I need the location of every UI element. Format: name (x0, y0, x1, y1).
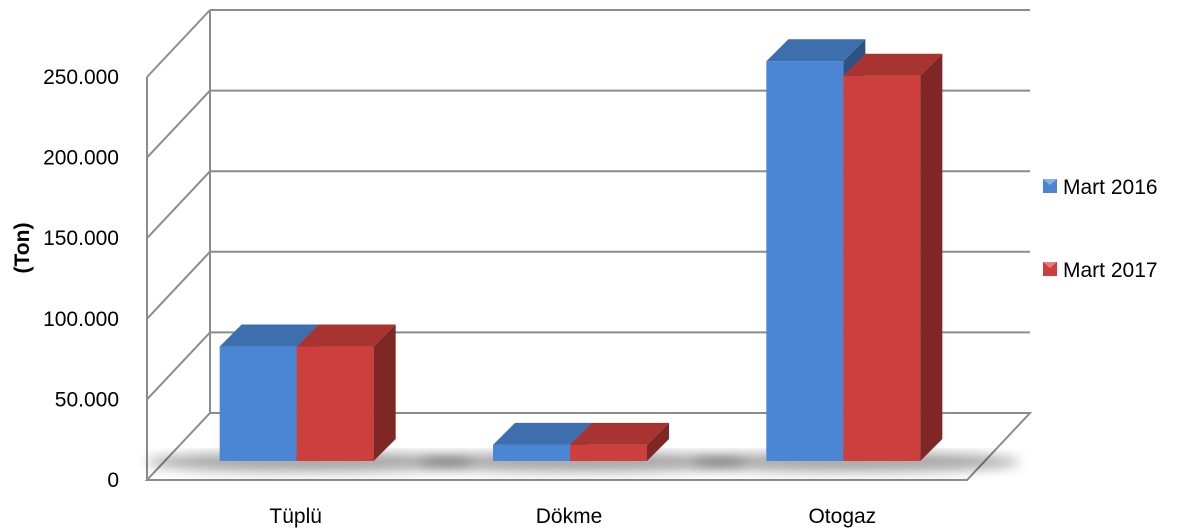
bar-top (493, 422, 592, 445)
bar-tüplü-series2 (296, 324, 396, 461)
y-axis-ticks: 0 50.000 100.000 150.000 200.000 250.000 (43, 66, 119, 492)
bar-front (766, 61, 844, 461)
gridline-side (146, 9, 211, 78)
y-tick-label: 250.000 (43, 66, 119, 89)
y-tick-label: 150.000 (43, 227, 119, 250)
legend-label: Mart 2016 (1063, 176, 1158, 199)
bar-otogaz-series2 (843, 53, 943, 462)
bar-front (493, 444, 570, 461)
bar-top (570, 422, 669, 445)
x-category-label: Tüplü (269, 505, 322, 528)
legend-item: Mart 2016 (1043, 176, 1158, 199)
bar-front (296, 346, 374, 461)
legend-swatch-highlight (1043, 262, 1057, 268)
legend-label: Mart 2017 (1063, 259, 1158, 282)
bar-front (570, 444, 647, 461)
legend-swatch-highlight (1043, 179, 1057, 185)
bar-top (219, 324, 319, 347)
y-axis-label: (Ton) (11, 223, 34, 274)
gridline-side (146, 170, 211, 239)
bar-side (647, 422, 669, 461)
gridline-side (146, 251, 211, 320)
bar-dökme-series2 (570, 422, 669, 461)
legend: Mart 2016 Mart 2017 (1043, 176, 1158, 282)
x-category-label: Dökme (536, 505, 603, 528)
bar-dökme-series1 (493, 422, 592, 461)
y-tick-label: 0 (107, 469, 119, 492)
legend-swatch (1043, 262, 1057, 276)
y-tick-label: 50.000 (55, 388, 119, 411)
x-category-label: Otogaz (808, 505, 876, 528)
bar-top (766, 39, 866, 62)
bars (219, 39, 943, 462)
bar-top (843, 53, 943, 76)
y-tick-label: 200.000 (43, 147, 119, 170)
bar-top (296, 324, 396, 347)
gridline-side (146, 89, 211, 159)
bar-side (920, 53, 943, 462)
legend-item: Mart 2017 (1043, 259, 1158, 282)
bar-side (373, 324, 396, 461)
x-axis-categories: Tüplü Dökme Otogaz (269, 505, 876, 528)
bar-front (219, 346, 297, 461)
legend-swatch (1043, 179, 1057, 193)
bar-front (843, 75, 921, 462)
y-tick-label: 100.000 (43, 308, 119, 331)
gridline-side (146, 331, 211, 401)
